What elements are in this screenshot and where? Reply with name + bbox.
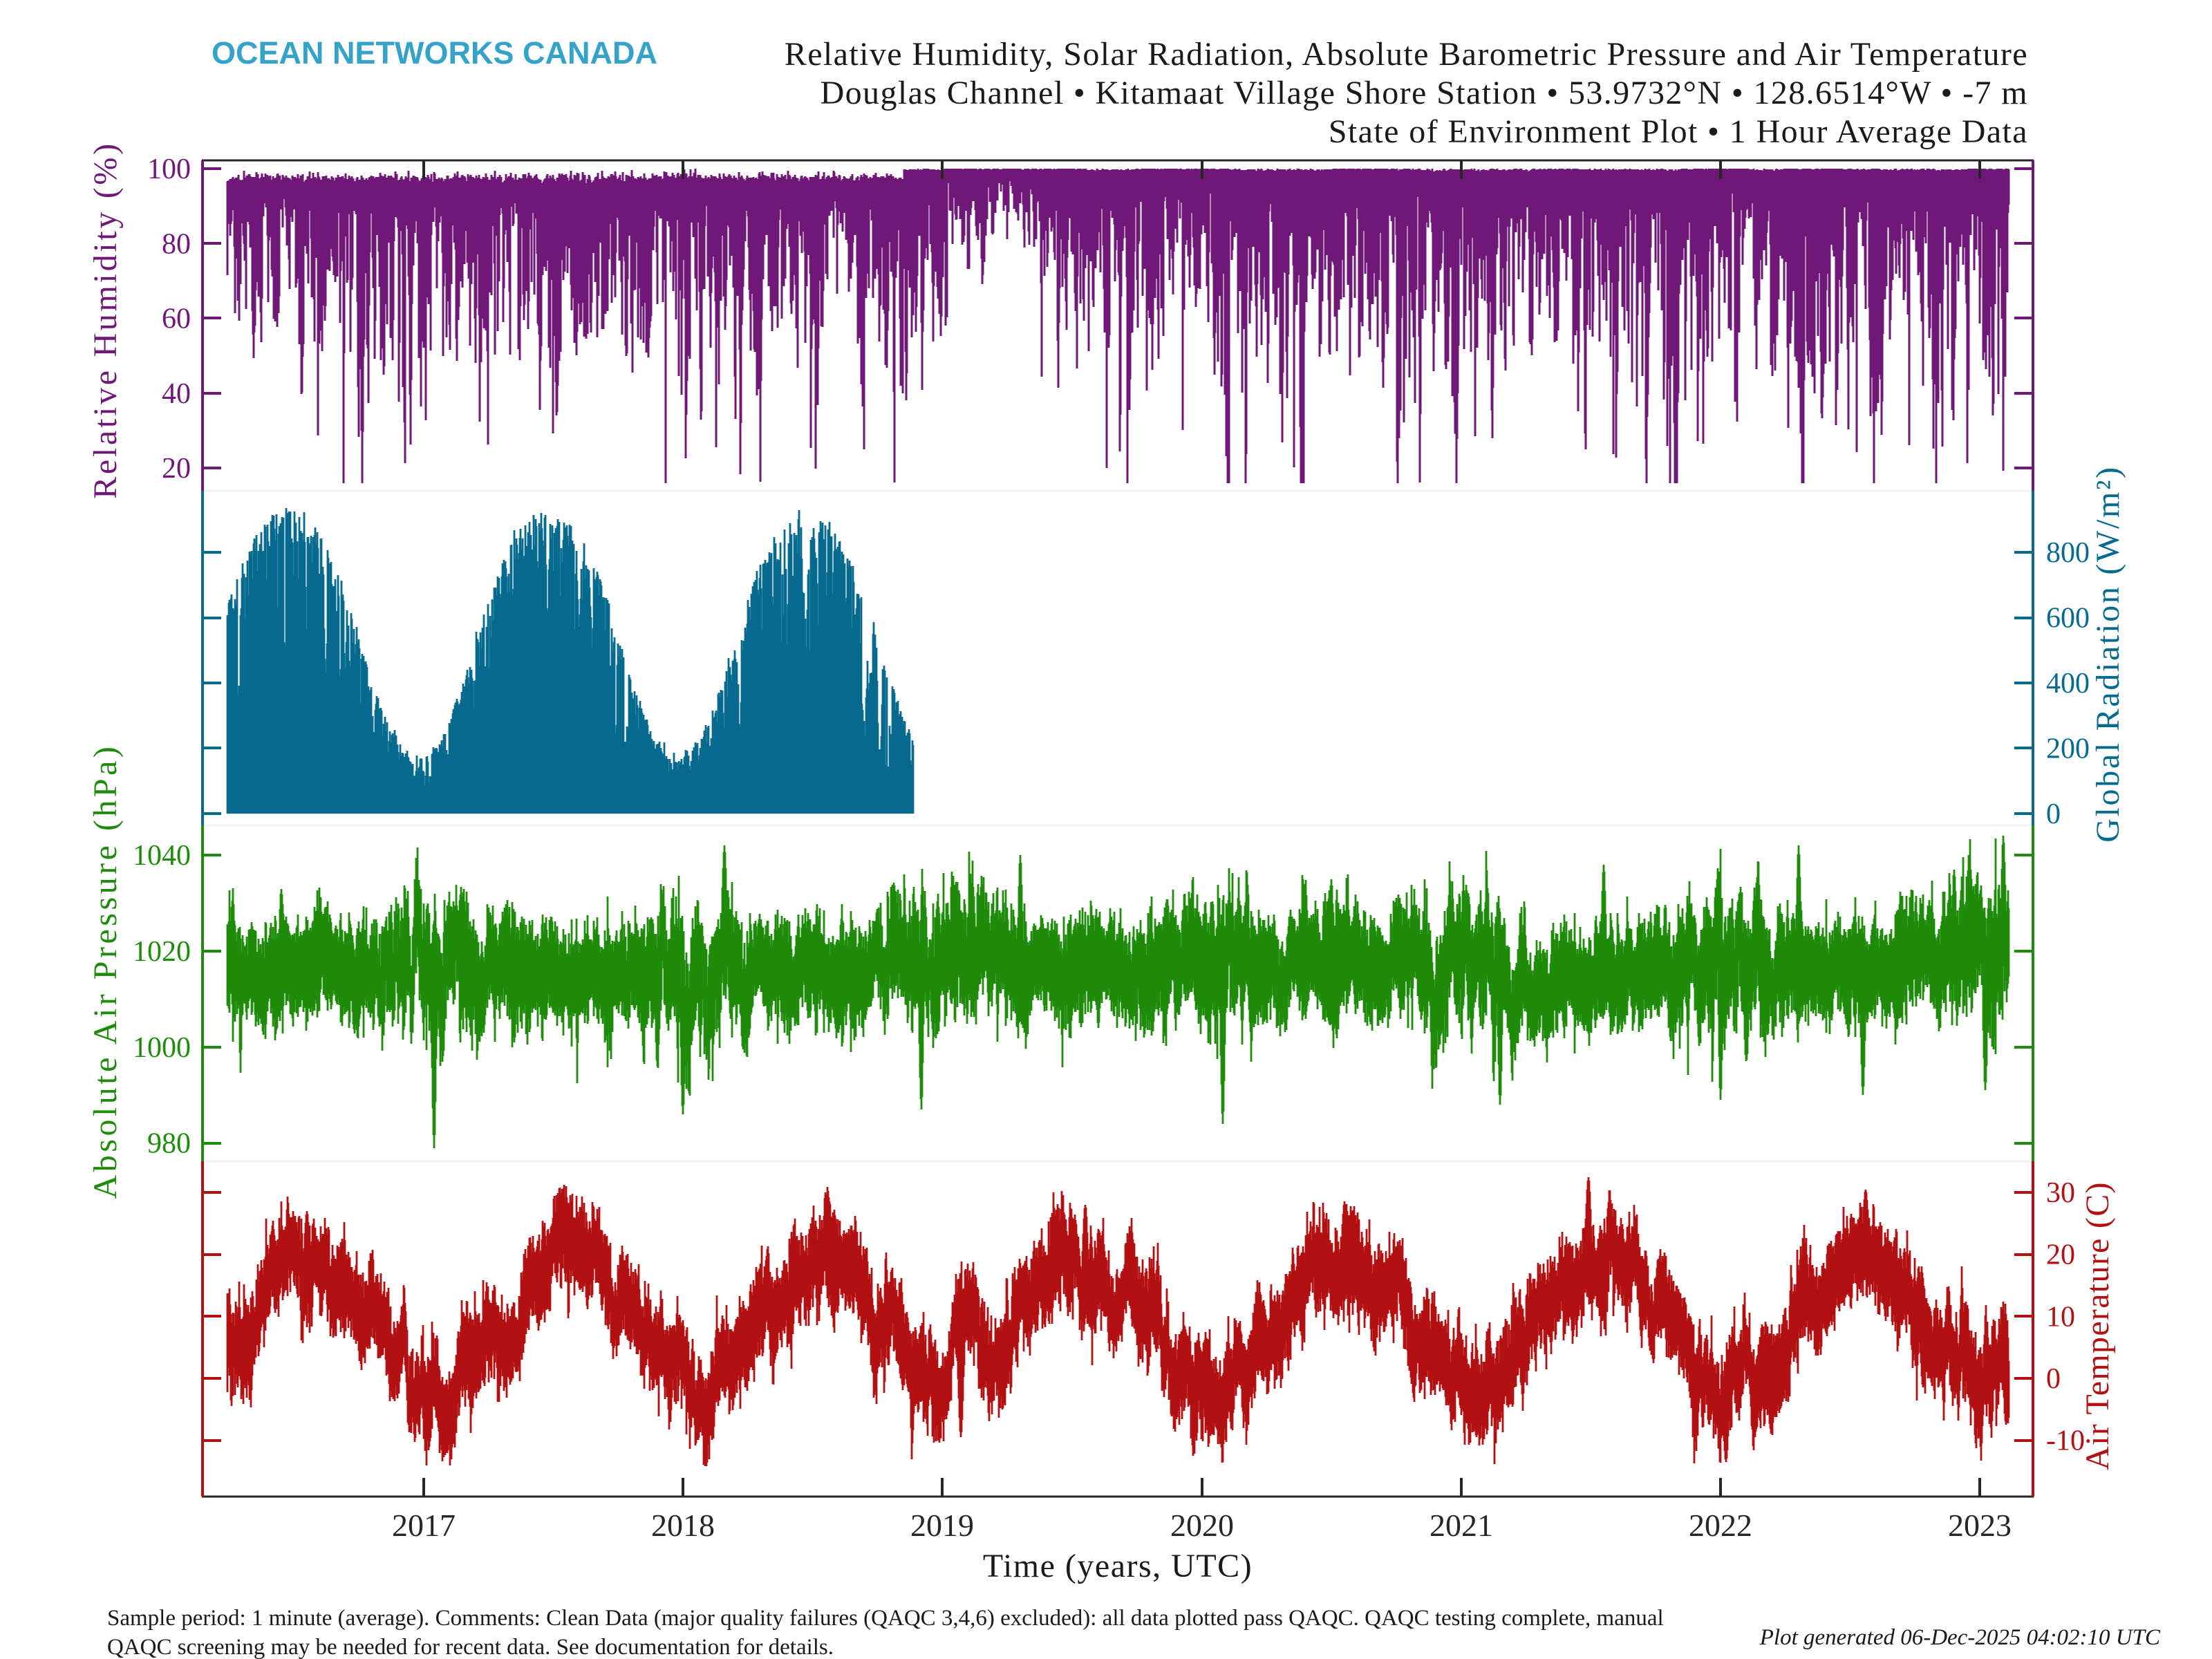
svg-text:-10: -10 [2046, 1425, 2085, 1457]
svg-text:10: 10 [2046, 1301, 2075, 1333]
svg-text:State of Environment Plot • 1: State of Environment Plot • 1 Hour Avera… [1329, 113, 2028, 150]
svg-text:Relative Humidity (%): Relative Humidity (%) [87, 141, 124, 499]
svg-text:0: 0 [2046, 1363, 2061, 1395]
svg-text:980: 980 [147, 1128, 191, 1160]
svg-text:40: 40 [162, 378, 191, 410]
svg-text:Sample period: 1 minute (avera: Sample period: 1 minute (average). Comme… [107, 1606, 1664, 1631]
svg-text:60: 60 [162, 303, 191, 335]
svg-text:2018: 2018 [651, 1508, 715, 1543]
svg-text:2022: 2022 [1689, 1508, 1752, 1543]
svg-text:Global Radiation (W/m²): Global Radiation (W/m²) [2090, 465, 2126, 843]
svg-text:2019: 2019 [910, 1508, 974, 1543]
svg-text:2023: 2023 [1948, 1508, 2012, 1543]
svg-text:0: 0 [2046, 798, 2061, 830]
svg-text:2021: 2021 [1430, 1508, 1493, 1543]
svg-text:100: 100 [147, 153, 191, 185]
svg-text:20: 20 [162, 453, 191, 485]
svg-text:200: 200 [2046, 733, 2090, 765]
svg-text:Air Temperature (C): Air Temperature (C) [2079, 1181, 2116, 1470]
svg-text:Absolute Air Pressure (hPa): Absolute Air Pressure (hPa) [87, 744, 124, 1199]
svg-text:2020: 2020 [1170, 1508, 1234, 1543]
svg-text:OCEAN NETWORKS CANADA: OCEAN NETWORKS CANADA [212, 35, 657, 71]
svg-text:Plot generated 06-Dec-2025 04:: Plot generated 06-Dec-2025 04:02:10 UTC [1759, 1625, 2161, 1650]
svg-text:1000: 1000 [133, 1032, 191, 1064]
svg-text:2017: 2017 [392, 1508, 456, 1543]
svg-text:400: 400 [2046, 668, 2090, 700]
svg-text:Relative Humidity, Solar Radia: Relative Humidity, Solar Radiation, Abso… [785, 36, 2028, 73]
svg-text:1040: 1040 [133, 840, 191, 872]
svg-text:QAQC screening may be needed f: QAQC screening may be needed for recent … [107, 1635, 834, 1659]
svg-text:Time (years, UTC): Time (years, UTC) [983, 1548, 1253, 1584]
svg-text:600: 600 [2046, 603, 2090, 635]
svg-text:30: 30 [2046, 1177, 2075, 1209]
svg-text:Douglas Channel • Kitamaat Vil: Douglas Channel • Kitamaat Village Shore… [821, 75, 2028, 111]
svg-text:80: 80 [162, 228, 191, 260]
svg-text:800: 800 [2046, 537, 2090, 569]
svg-text:20: 20 [2046, 1239, 2075, 1271]
svg-text:1020: 1020 [133, 936, 191, 968]
